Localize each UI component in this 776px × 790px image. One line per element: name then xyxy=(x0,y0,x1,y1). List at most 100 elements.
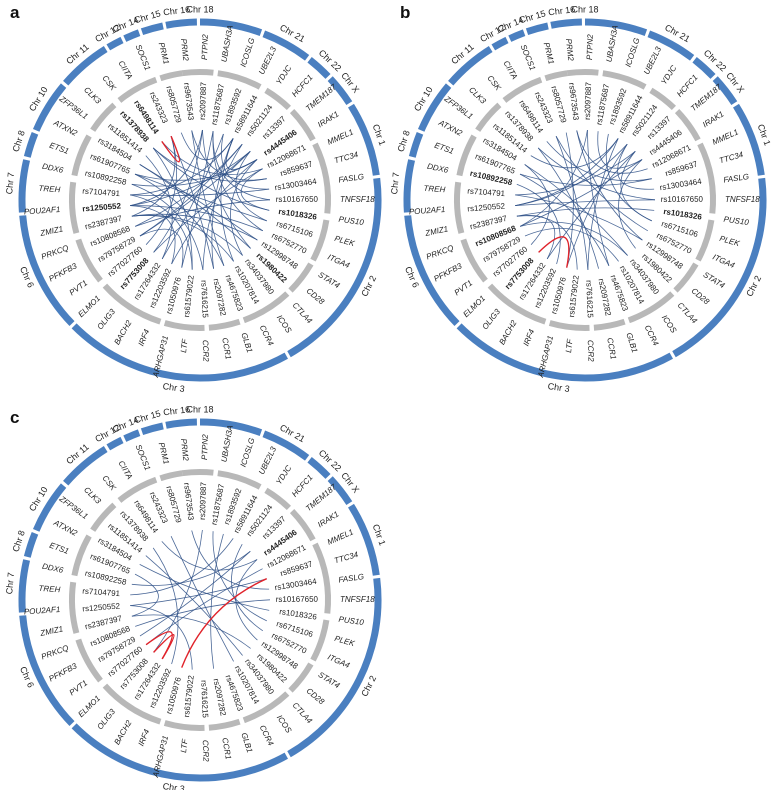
chromosome-label: Chr 18 xyxy=(186,404,213,414)
locus-track xyxy=(695,219,715,262)
interaction-link xyxy=(546,141,652,182)
gene-label: ELMO1 xyxy=(76,294,102,319)
chromosome-arc xyxy=(19,215,75,327)
chromosome-label: Chr 3 xyxy=(162,381,185,394)
gene-label: ELMO1 xyxy=(76,694,102,719)
interaction-link xyxy=(152,547,179,665)
interaction-link xyxy=(515,199,656,206)
snp-label: rs1018326 xyxy=(278,207,318,222)
gene-label: PRKCQ xyxy=(425,243,455,261)
locus-track xyxy=(242,291,290,324)
gene-label: PRKCQ xyxy=(40,643,70,661)
locus-track xyxy=(460,238,488,283)
gene-label: POU2AF1 xyxy=(409,205,446,217)
gene-label: PLEK xyxy=(718,234,741,248)
interaction-link xyxy=(134,159,258,181)
locus-track xyxy=(75,638,103,683)
gene-label: CLK3 xyxy=(467,85,488,106)
gene-label: CCR4 xyxy=(258,324,276,348)
chromosome-arc xyxy=(287,577,382,758)
chromosome-arc xyxy=(712,76,738,106)
chromosome-label: Chr 16 xyxy=(548,4,576,17)
gene-label: TREH xyxy=(423,184,446,195)
gene-label: PRM1 xyxy=(157,41,171,65)
interaction-link xyxy=(524,227,619,262)
interaction-link xyxy=(180,132,234,161)
chromosome-arc xyxy=(327,76,353,106)
gene-label: PTPN2 xyxy=(585,34,595,61)
chromosome-arc xyxy=(262,30,310,61)
gene-label: PRM2 xyxy=(564,38,575,62)
gene-label: ZFP36L1 xyxy=(57,94,90,121)
gene-label: YDJC xyxy=(274,464,293,487)
gene-label: PLEK xyxy=(333,234,356,248)
chromosome-arc xyxy=(456,323,673,382)
snp-label: rs10167650 xyxy=(661,195,704,204)
interaction-link xyxy=(131,215,234,262)
chromosome-arc xyxy=(584,18,648,37)
chromosome-label: Chr 15 xyxy=(133,8,162,25)
locus-track xyxy=(163,720,205,731)
locus-track xyxy=(159,470,183,482)
interaction-link xyxy=(587,138,619,270)
gene-label: LTF xyxy=(179,738,189,754)
locus-track xyxy=(181,68,214,77)
interaction-link xyxy=(617,143,655,190)
locus-track xyxy=(217,70,262,90)
chromosome-arc xyxy=(199,18,263,37)
gene-label: UBE2L3 xyxy=(642,45,663,76)
gene-label: STAT4 xyxy=(702,270,727,290)
interaction-link xyxy=(516,215,578,270)
gene-label: LTF xyxy=(564,338,574,354)
interaction-link xyxy=(546,151,636,260)
interaction-link xyxy=(181,131,214,268)
interaction-link xyxy=(516,207,655,217)
gene-label: CCR2 xyxy=(586,340,596,363)
locus-track xyxy=(117,476,158,503)
interaction-link xyxy=(587,129,610,266)
chromosome-label: Chr 18 xyxy=(186,4,213,14)
interaction-link xyxy=(191,530,270,590)
gene-label: ATXN2 xyxy=(51,518,79,539)
gene-label: HCFC1 xyxy=(675,73,700,99)
gene-label: CD28 xyxy=(305,686,327,706)
gene-label: HCFC1 xyxy=(290,73,315,99)
gene-label: CCR1 xyxy=(220,337,233,360)
snp-label: rs10167650 xyxy=(276,195,319,204)
gene-label: BACH2 xyxy=(112,318,133,346)
gene-label: ZMIZ1 xyxy=(39,224,64,238)
locus-track xyxy=(181,468,214,477)
gene-label: LTF xyxy=(179,338,189,354)
interaction-link xyxy=(153,529,203,653)
interaction-link xyxy=(519,173,610,266)
gene-label: FASLG xyxy=(338,172,365,184)
gene-label: CCR1 xyxy=(220,737,233,760)
chromosome-label: Chr 8 xyxy=(11,129,27,153)
gene-label: CSK xyxy=(100,74,118,93)
interaction-link xyxy=(161,541,258,571)
gene-label: UBASH3A xyxy=(219,424,234,462)
gene-label: ETS1 xyxy=(48,141,70,156)
locus-track xyxy=(288,262,314,293)
chromosome-label: Chr 1 xyxy=(371,523,388,547)
interaction-link xyxy=(135,199,271,227)
gene-label: CD28 xyxy=(305,286,327,306)
chromosome-arc xyxy=(508,29,526,42)
interaction-link xyxy=(537,147,656,201)
interaction-link xyxy=(519,173,652,186)
gene-label: PUS10 xyxy=(338,215,365,228)
snp-label: rs13003464 xyxy=(274,177,318,193)
snp-label: rs7616215 xyxy=(584,280,595,319)
chromosome-arc xyxy=(262,430,310,461)
gene-label: CIITA xyxy=(117,59,135,81)
interaction-link xyxy=(131,573,159,617)
gene-label: ICOS xyxy=(660,313,679,335)
interaction-link xyxy=(566,143,628,268)
locus-track xyxy=(288,662,314,693)
panel-letter: a xyxy=(10,3,20,22)
chromosome-arc xyxy=(106,436,124,451)
snp-label: rs2097887 xyxy=(583,81,593,120)
interaction-link xyxy=(130,205,263,232)
gene-label: IRF4 xyxy=(522,327,537,347)
interaction-link xyxy=(524,164,550,245)
